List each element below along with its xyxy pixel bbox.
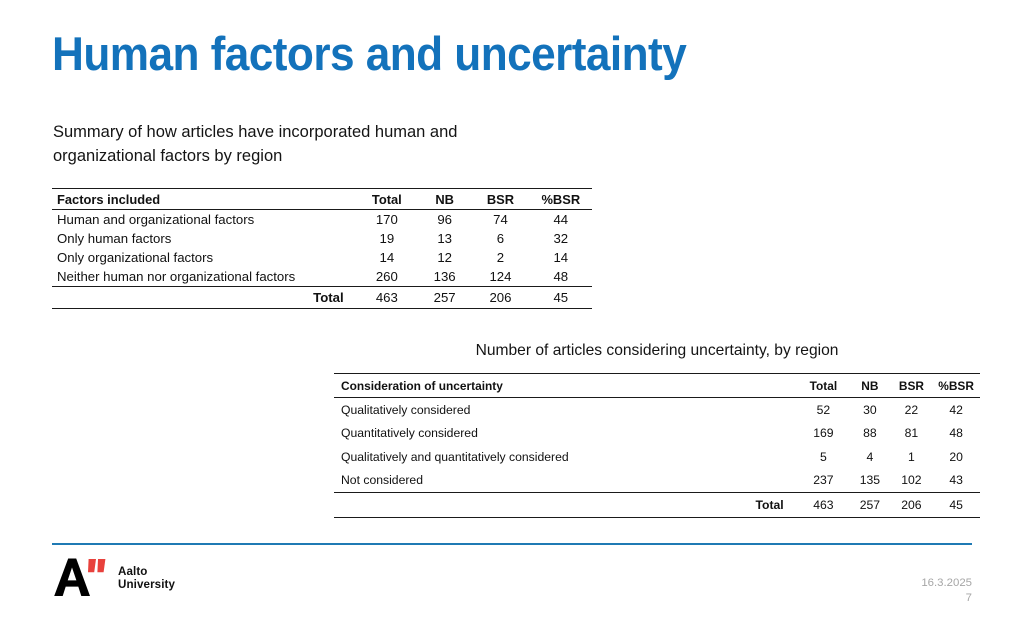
footer-cell-pbsr: 45 (553, 290, 569, 305)
table-row: Factors included Total NB BSR %BSR (52, 188, 592, 210)
table-row: Total 463 257 206 45 (334, 493, 980, 518)
cell-pbsr: 43 (949, 473, 963, 488)
cell-pbsr: 48 (553, 269, 569, 284)
table-one-body: Human and organizational factors 170 96 … (52, 210, 592, 287)
cell-nb: 13 (437, 231, 452, 246)
table-row: Human and organizational factors 170 96 … (52, 210, 592, 230)
table-two-header: Consideration of uncertainty Total NB BS… (334, 373, 980, 398)
uncertainty-consideration-table: Consideration of uncertainty Total NB BS… (334, 373, 980, 518)
table-row: Only human factors 19 13 6 32 (52, 229, 592, 248)
slide-meta: 16.3.2025 7 (921, 576, 972, 606)
cell-total: 169 (813, 426, 834, 441)
cell-pbsr: 44 (553, 212, 569, 227)
cell-pbsr: 42 (949, 402, 963, 417)
footer-cell-pbsr: 45 (949, 498, 963, 512)
cell-bsr: 74 (493, 212, 508, 227)
table-row: Neither human nor organizational factors… (52, 267, 592, 287)
row-label: Neither human nor organizational factors (57, 269, 296, 284)
aalto-logo-icon (54, 558, 106, 596)
footer-cell-total: 463 (375, 290, 398, 305)
col-header-consideration: Consideration of uncertainty (341, 378, 503, 393)
table-row: Qualitatively and quantitatively conside… (334, 445, 980, 469)
cell-total: 170 (375, 212, 398, 227)
organization-name: Aalto University (118, 565, 176, 591)
row-label: Not considered (341, 473, 423, 488)
row-label: Only human factors (57, 231, 172, 246)
cell-nb: 12 (437, 250, 452, 265)
col-header-nb: NB (435, 191, 454, 207)
col-header-pbsr: %BSR (541, 191, 581, 207)
cell-nb: 4 (866, 449, 874, 464)
cell-nb: 135 (859, 473, 881, 488)
slide-date: 16.3.2025 (921, 577, 972, 589)
cell-bsr: 124 (489, 269, 512, 284)
col-header-factors: Factors included (57, 191, 161, 207)
footer-cell-bsr: 206 (489, 290, 512, 305)
row-label: Only organizational factors (57, 250, 214, 265)
slide-page-number: 7 (965, 592, 972, 604)
cell-nb: 30 (863, 402, 877, 417)
cell-total: 260 (375, 269, 398, 284)
footer-total-label: Total (755, 498, 784, 512)
cell-bsr: 102 (901, 473, 922, 488)
footer-cell-nb: 257 (859, 498, 881, 512)
row-label: Qualitatively considered (341, 402, 471, 417)
cell-pbsr: 32 (553, 231, 569, 246)
col-header-total: Total (371, 191, 402, 207)
footer-total-label: Total (313, 290, 344, 305)
table-row: Quantitatively considered 169 88 81 48 (334, 422, 980, 446)
factors-included-table: Factors included Total NB BSR %BSR Human… (52, 188, 592, 309)
table-row: Qualitatively considered 52 30 22 42 (334, 398, 980, 422)
cell-total: 19 (379, 231, 395, 246)
row-label: Quantitatively considered (341, 426, 478, 441)
footer-divider (52, 543, 972, 545)
cell-bsr: 81 (904, 426, 919, 441)
col-header-total: Total (809, 378, 838, 393)
table-row: Total 463 257 206 45 (52, 287, 592, 309)
cell-pbsr: 48 (949, 426, 963, 441)
cell-total: 237 (813, 473, 834, 488)
cell-bsr: 2 (496, 250, 505, 265)
subtitle-text: Summary of how articles have incorporate… (53, 123, 458, 165)
uncertainty-table-caption: Number of articles considering uncertain… (475, 342, 839, 359)
cell-pbsr: 20 (949, 449, 963, 464)
cell-bsr: 6 (496, 231, 505, 246)
cell-bsr: 1 (908, 449, 915, 464)
footer-cell-total: 463 (813, 498, 834, 512)
table-one-header: Factors included Total NB BSR %BSR (52, 188, 592, 210)
cell-bsr: 22 (904, 402, 919, 417)
page-title: Human factors and uncertainty (52, 27, 687, 80)
footer-cell-nb: 257 (433, 290, 456, 305)
table-two-body: Qualitatively considered 52 30 22 42 Qua… (334, 398, 980, 493)
col-header-bsr: BSR (486, 191, 515, 207)
table-row: Not considered 237 135 102 43 (334, 469, 980, 493)
cell-nb: 88 (863, 426, 877, 441)
footer-cell-bsr: 206 (901, 498, 922, 512)
table-row: Consideration of uncertainty Total NB BS… (334, 373, 980, 398)
table-row: Only organizational factors 14 12 2 14 (52, 248, 592, 267)
table-one-footer: Total 463 257 206 45 (52, 287, 592, 309)
cell-total: 14 (379, 250, 395, 265)
cell-total: 52 (816, 402, 831, 417)
cell-nb: 96 (437, 212, 452, 227)
row-label: Qualitatively and quantitatively conside… (341, 449, 569, 464)
table-two-footer: Total 463 257 206 45 (334, 493, 980, 518)
cell-nb: 136 (433, 269, 456, 284)
cell-pbsr: 14 (553, 250, 569, 265)
col-header-bsr: BSR (898, 378, 924, 393)
col-header-nb: NB (861, 378, 879, 393)
row-label: Human and organizational factors (57, 212, 255, 227)
col-header-pbsr: %BSR (938, 378, 974, 393)
cell-total: 5 (820, 449, 827, 464)
